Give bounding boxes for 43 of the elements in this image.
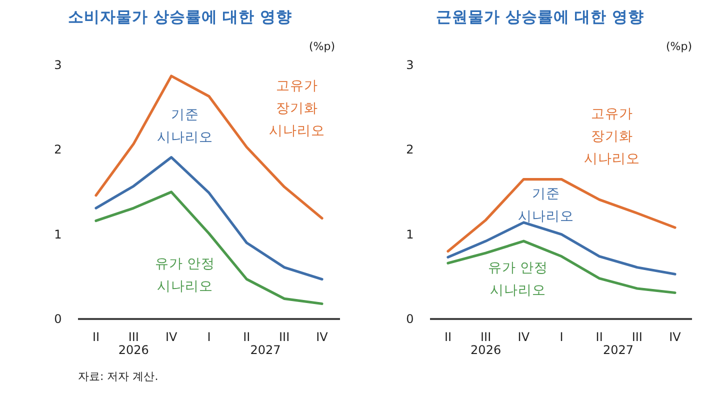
series-label: 고유가 장기화 시나리오: [584, 106, 640, 167]
text: 자료: 저자 계산.: [78, 370, 158, 383]
text: 2027: [250, 343, 281, 357]
chart-title: 근원물가 상승률에 대한 영향: [436, 8, 644, 26]
series-label: 기준 시나리오: [518, 186, 574, 224]
line-series: [94, 156, 324, 281]
y-tick-label: 2: [406, 142, 414, 157]
text: 2026: [470, 343, 502, 357]
x-tick-label: IV: [669, 330, 682, 344]
y-tick-label: 3: [406, 58, 414, 72]
line-series: [94, 74, 324, 220]
x-tick-label: III: [128, 330, 139, 344]
line-series: [446, 221, 676, 276]
y-axis-title: (%p): [666, 40, 692, 53]
x-tick-label: I: [560, 330, 564, 344]
y-tick-label: 1: [54, 227, 62, 242]
x-tick-label: IV: [316, 330, 329, 344]
x-tick-label: IV: [518, 330, 530, 344]
y-axis-title: (%p): [308, 40, 335, 53]
text: 2027: [602, 343, 634, 357]
y-tick-label: 1: [406, 227, 414, 242]
x-tick-label: II: [444, 330, 452, 344]
line-series: [94, 190, 324, 306]
x-tick-label: IV: [165, 330, 178, 344]
x-tick-label: II: [596, 330, 603, 344]
y-tick-label: 2: [54, 142, 62, 157]
series-label: 유가 안정 시나리오: [488, 260, 548, 298]
chart-title: 소비자물가 상승률에 대한 영향: [68, 8, 292, 26]
x-tick-label: II: [243, 330, 250, 344]
y-tick-label: 0: [54, 312, 62, 326]
x-tick-label: III: [480, 330, 492, 344]
y-tick-label: 0: [406, 312, 414, 326]
text: 2026: [118, 343, 149, 357]
series-label: 유가 안정 시나리오: [154, 256, 216, 294]
series-label: 고유가 장기화 시나리오: [269, 78, 325, 139]
line-series: [446, 240, 676, 294]
series-label: 기준 시나리오: [157, 107, 213, 146]
x-tick-label: III: [279, 330, 290, 344]
x-tick-label: III: [632, 330, 642, 344]
x-tick-label: II: [92, 330, 100, 344]
y-tick-label: 3: [54, 58, 62, 72]
line-series: [446, 178, 676, 253]
x-tick-label: I: [207, 330, 211, 344]
